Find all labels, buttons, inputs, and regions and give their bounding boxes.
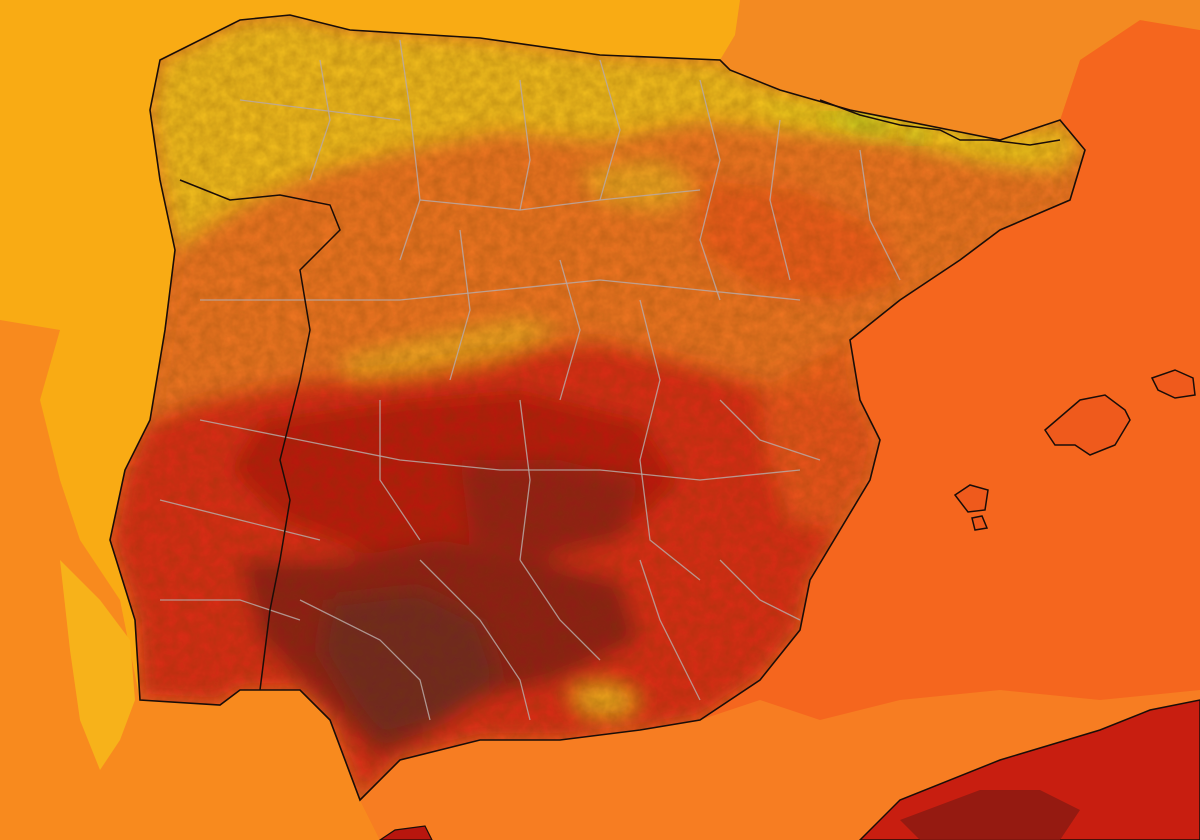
balearic-islands xyxy=(953,369,1196,531)
admin-boundary xyxy=(309,59,331,181)
admin-boundaries xyxy=(159,39,901,721)
admin-boundary xyxy=(519,79,531,211)
admin-boundary xyxy=(719,559,801,621)
admin-boundary xyxy=(769,119,791,281)
admin-boundary xyxy=(160,599,301,621)
menorca xyxy=(1150,369,1196,399)
formentera xyxy=(971,515,989,531)
portugal-spain-border xyxy=(179,179,341,691)
admin-boundary xyxy=(519,399,531,561)
iberia-coastline xyxy=(109,14,1086,802)
admin-boundary xyxy=(449,229,471,381)
country-borders xyxy=(179,99,1061,691)
admin-boundary xyxy=(639,559,701,701)
morocco-tip xyxy=(378,825,433,840)
admin-boundary xyxy=(599,59,621,201)
admin-boundary xyxy=(379,400,421,541)
admin-boundary xyxy=(239,99,401,121)
admin-boundary xyxy=(519,559,601,661)
france-land xyxy=(720,0,1200,140)
admin-boundary xyxy=(559,259,581,401)
admin-boundary xyxy=(699,79,721,301)
mallorca xyxy=(1044,394,1131,456)
admin-boundary xyxy=(419,559,531,721)
ibiza xyxy=(953,484,989,513)
admin-boundary xyxy=(639,459,701,581)
spain-france-border xyxy=(819,99,1061,146)
admin-boundary xyxy=(199,419,801,481)
admin-boundary xyxy=(159,499,321,541)
admin-boundary xyxy=(399,39,421,261)
africa-hot-zone xyxy=(900,790,1080,840)
admin-boundary xyxy=(639,299,661,461)
alboran-sea xyxy=(360,690,1200,840)
admin-boundary xyxy=(719,399,821,461)
admin-boundary xyxy=(200,279,801,301)
atlantic-west-band xyxy=(60,560,135,770)
admin-boundary xyxy=(299,599,431,721)
admin-boundary xyxy=(419,189,701,211)
north-africa xyxy=(378,699,1200,840)
admin-boundary xyxy=(859,149,901,281)
